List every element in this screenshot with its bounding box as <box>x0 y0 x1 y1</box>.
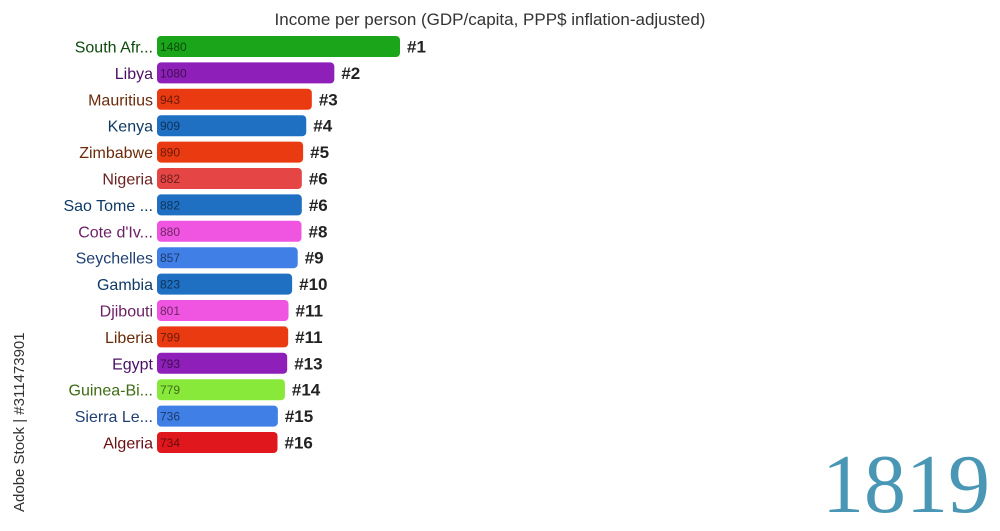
value-label: 943 <box>160 93 180 107</box>
value-label: 890 <box>160 146 180 160</box>
category-label: Libya <box>115 66 153 83</box>
value-label: 779 <box>160 383 180 397</box>
category-label: Kenya <box>108 119 153 136</box>
rank-label: #11 <box>295 328 322 347</box>
value-label: 801 <box>160 304 180 318</box>
rank-label: #1 <box>407 38 426 57</box>
bar <box>157 273 293 295</box>
category-label: Liberia <box>105 330 153 347</box>
year-label: 1819 <box>822 438 990 531</box>
rank-label: #11 <box>296 302 323 321</box>
category-label: Algeria <box>103 436 153 453</box>
value-label: 882 <box>160 198 180 212</box>
rank-label: #2 <box>341 64 360 83</box>
rank-label: #14 <box>292 381 321 400</box>
category-label: Guinea-Bi... <box>69 383 153 400</box>
bar <box>157 220 302 242</box>
value-label: 799 <box>160 330 180 344</box>
category-label: Djibouti <box>100 304 153 321</box>
value-label: 857 <box>160 251 180 265</box>
rank-label: #3 <box>319 90 338 109</box>
rank-label: #6 <box>309 170 328 189</box>
value-label: 736 <box>160 410 180 424</box>
value-label: 734 <box>160 436 180 450</box>
category-label: Sao Tome ... <box>63 198 153 215</box>
value-label: 1080 <box>160 66 187 80</box>
chart-title: Income per person (GDP/capita, PPP$ infl… <box>274 10 706 29</box>
watermark-text: Adobe Stock | #311473901 <box>11 332 28 512</box>
stock-watermark: Adobe Stock | #311473901 <box>11 300 28 512</box>
bar <box>157 141 304 163</box>
bar <box>157 88 312 110</box>
rank-label: #8 <box>308 222 327 241</box>
value-label: 880 <box>160 225 180 239</box>
rank-label: #9 <box>305 249 324 268</box>
bar <box>157 379 285 401</box>
category-label: Sierra Le... <box>75 409 153 426</box>
value-label: 793 <box>160 357 180 371</box>
bar <box>157 36 400 57</box>
value-label: 882 <box>160 172 180 186</box>
bar <box>157 194 302 216</box>
bar <box>157 247 298 269</box>
rank-label: #15 <box>285 407 313 426</box>
category-label: Zimbabwe <box>79 145 153 162</box>
category-label: Mauritius <box>88 92 153 109</box>
value-label: 1480 <box>160 40 187 54</box>
rank-label: #13 <box>294 354 322 373</box>
category-label: Seychelles <box>76 251 153 268</box>
bar <box>157 115 307 137</box>
category-label: Gambia <box>97 277 153 294</box>
category-label: Cote d'Iv... <box>78 224 153 241</box>
bar <box>157 352 288 374</box>
bar <box>157 326 289 348</box>
bar <box>157 168 302 189</box>
category-label: South Afr... <box>75 40 153 57</box>
rank-label: #16 <box>285 434 313 453</box>
rank-label: #10 <box>299 275 327 294</box>
category-label: Egypt <box>112 356 153 373</box>
value-label: 823 <box>160 278 180 292</box>
value-label: 909 <box>160 119 180 133</box>
bar <box>157 432 278 453</box>
bar <box>157 62 335 84</box>
rank-label: #4 <box>313 117 332 136</box>
category-label: Nigeria <box>102 172 153 189</box>
rank-label: #5 <box>310 143 329 162</box>
rank-label: #6 <box>309 196 328 215</box>
bar <box>157 300 289 321</box>
bar <box>157 405 278 427</box>
